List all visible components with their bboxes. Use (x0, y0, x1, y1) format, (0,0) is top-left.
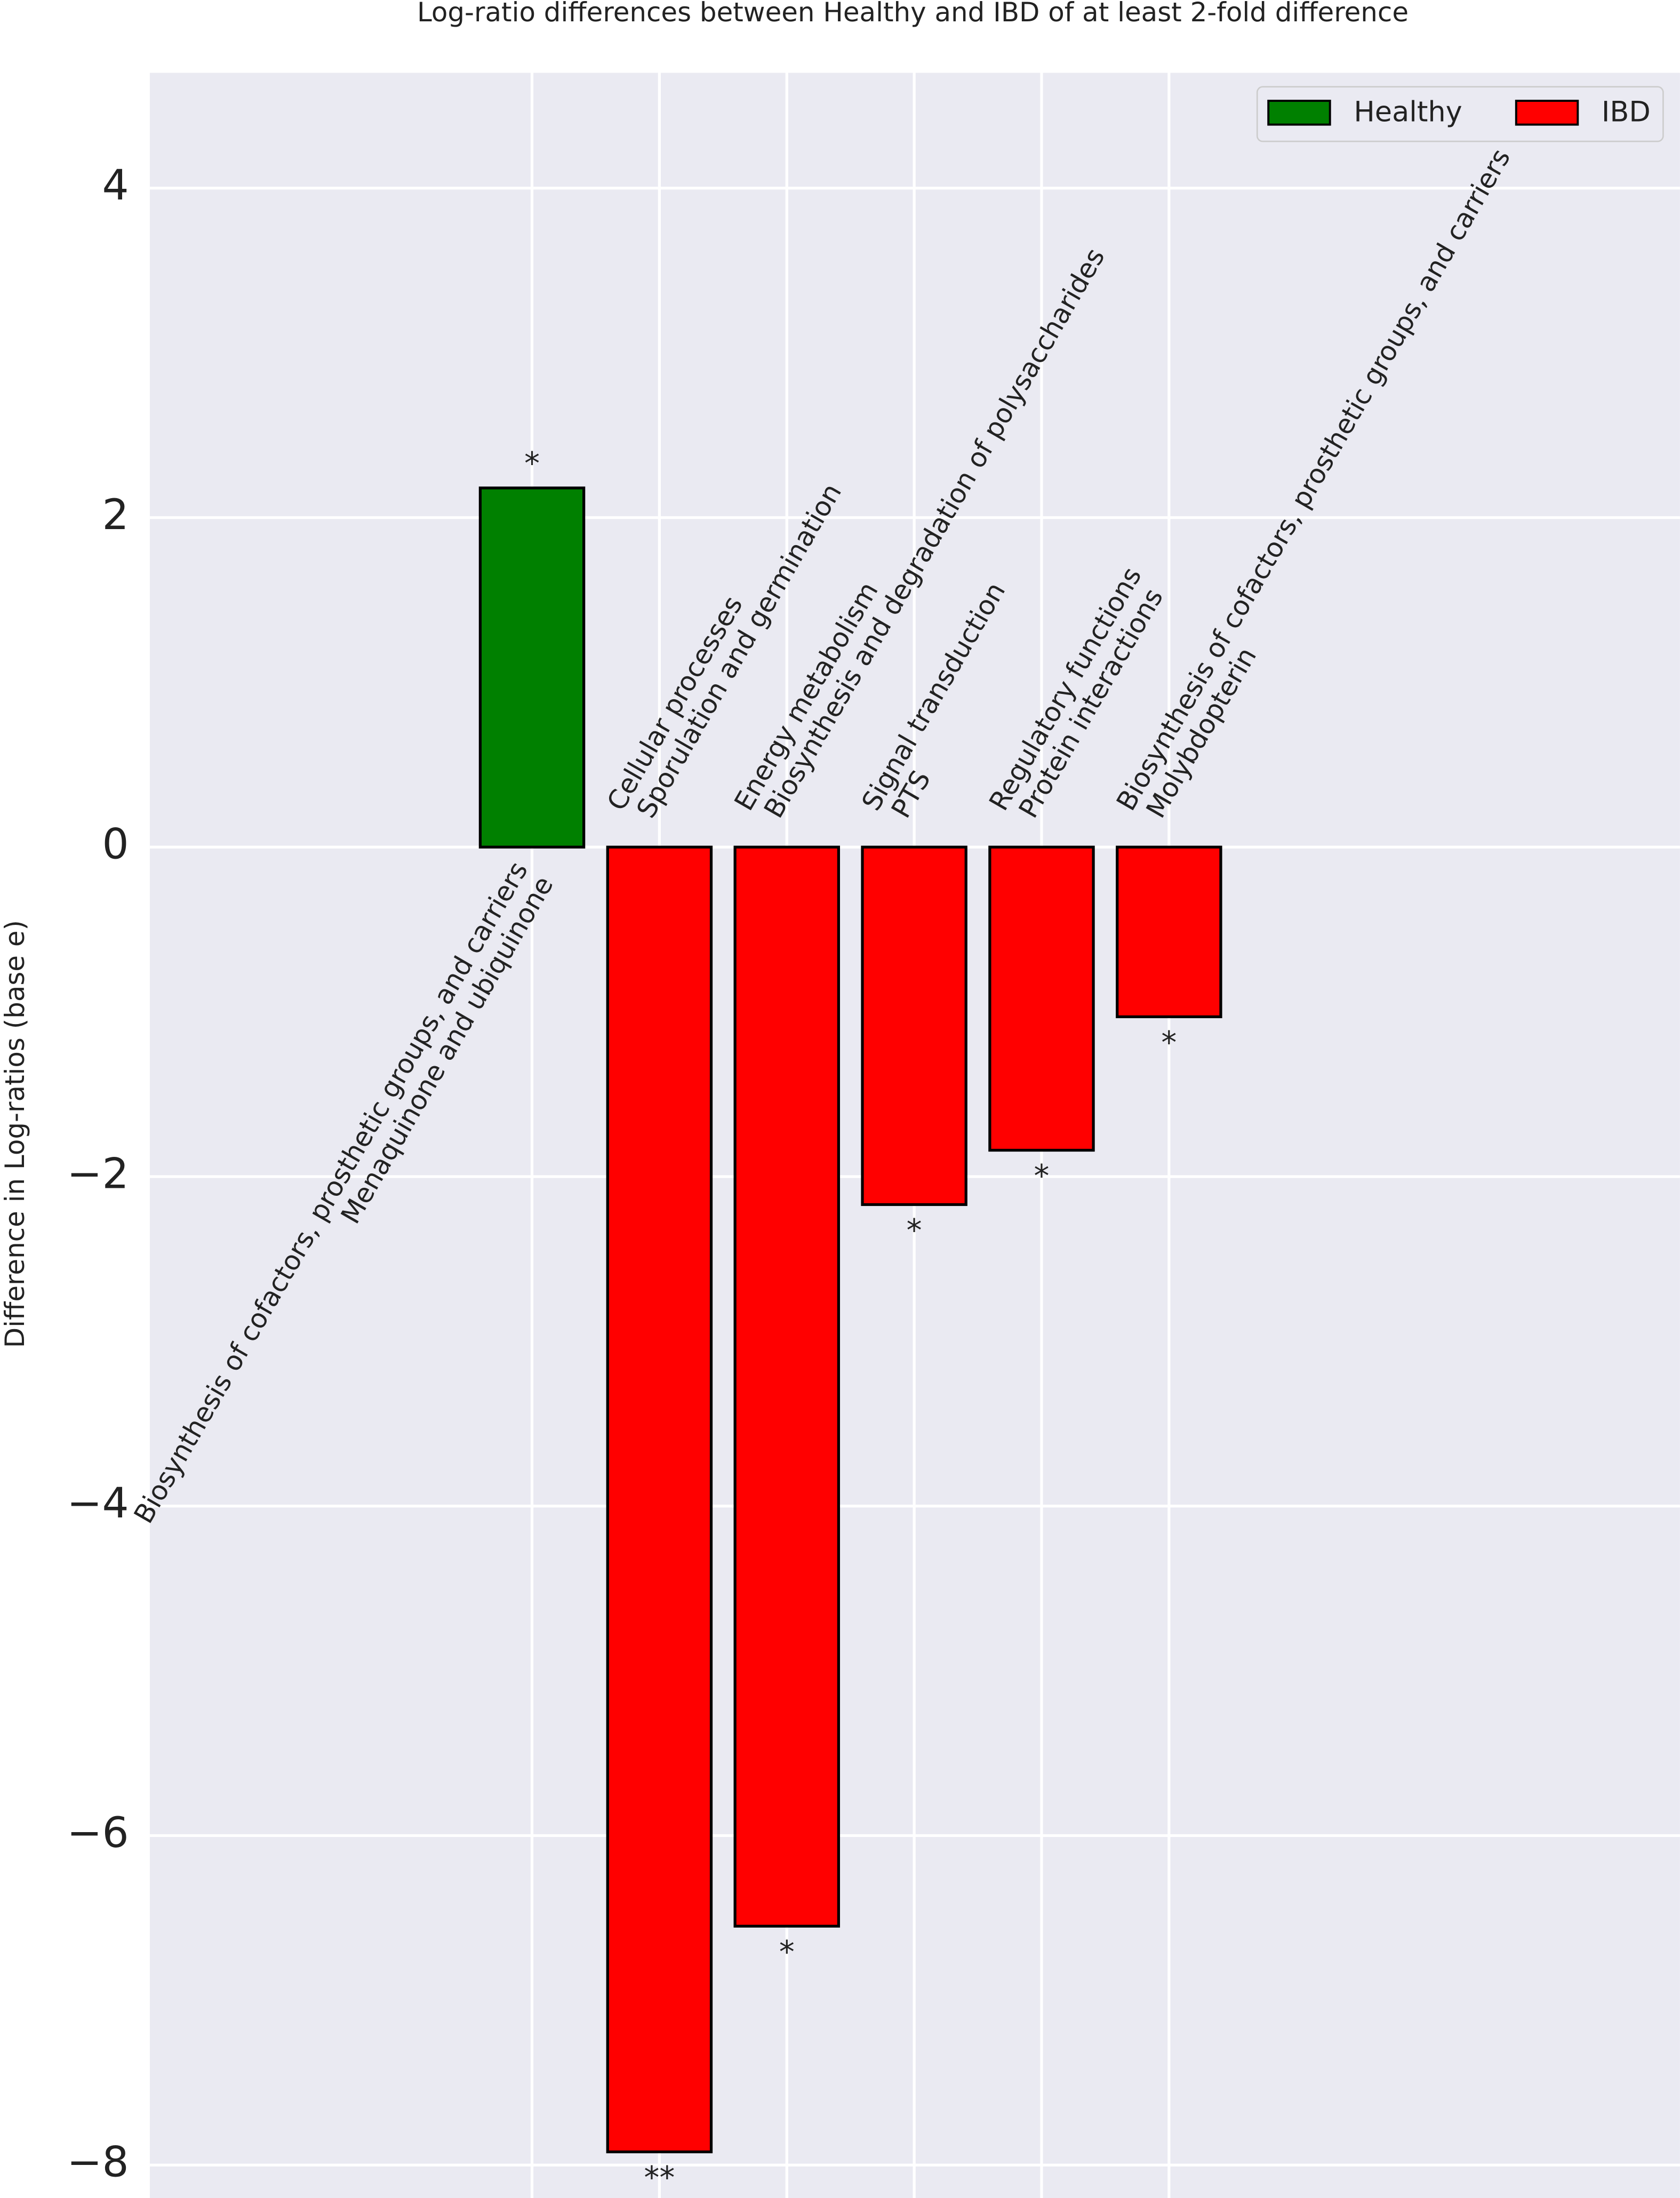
bar (606, 845, 713, 2154)
legend-swatch (1515, 100, 1579, 126)
significance-label: ** (644, 2160, 675, 2196)
legend-swatch (1267, 100, 1331, 126)
y-tick-label: −2 (67, 1149, 129, 1198)
y-tick-label: 4 (102, 161, 129, 210)
bar (861, 845, 967, 1206)
significance-label: * (1161, 1024, 1177, 1060)
bar (733, 845, 840, 1928)
y-axis-label: Difference in Log-ratios (base e) (0, 920, 30, 1348)
y-tick-label: −8 (67, 2138, 129, 2187)
chart-title: Log-ratio differences between Healthy an… (417, 0, 1409, 28)
y-tick-label: −6 (67, 1808, 129, 1857)
significance-label: * (1034, 1158, 1050, 1194)
legend-label: Healthy (1354, 95, 1462, 128)
y-tick-label: 0 (102, 820, 129, 869)
bar (478, 486, 586, 849)
y-tick-label: 2 (102, 490, 129, 539)
legend-label: IBD (1602, 95, 1651, 128)
significance-label: * (524, 445, 540, 481)
y-tick-label: −4 (67, 1478, 129, 1528)
significance-label: * (907, 1212, 922, 1249)
bar (1116, 845, 1222, 1018)
significance-label: * (779, 1933, 795, 1970)
bar (988, 845, 1095, 1152)
